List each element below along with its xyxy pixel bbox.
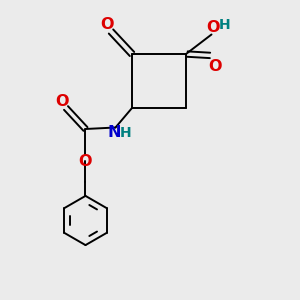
- Text: O: O: [79, 154, 92, 169]
- Text: O: O: [206, 20, 220, 35]
- Text: N: N: [107, 125, 121, 140]
- Text: O: O: [56, 94, 69, 109]
- Text: O: O: [100, 17, 114, 32]
- Text: O: O: [208, 59, 222, 74]
- Text: H: H: [120, 126, 132, 140]
- Text: H: H: [219, 18, 231, 32]
